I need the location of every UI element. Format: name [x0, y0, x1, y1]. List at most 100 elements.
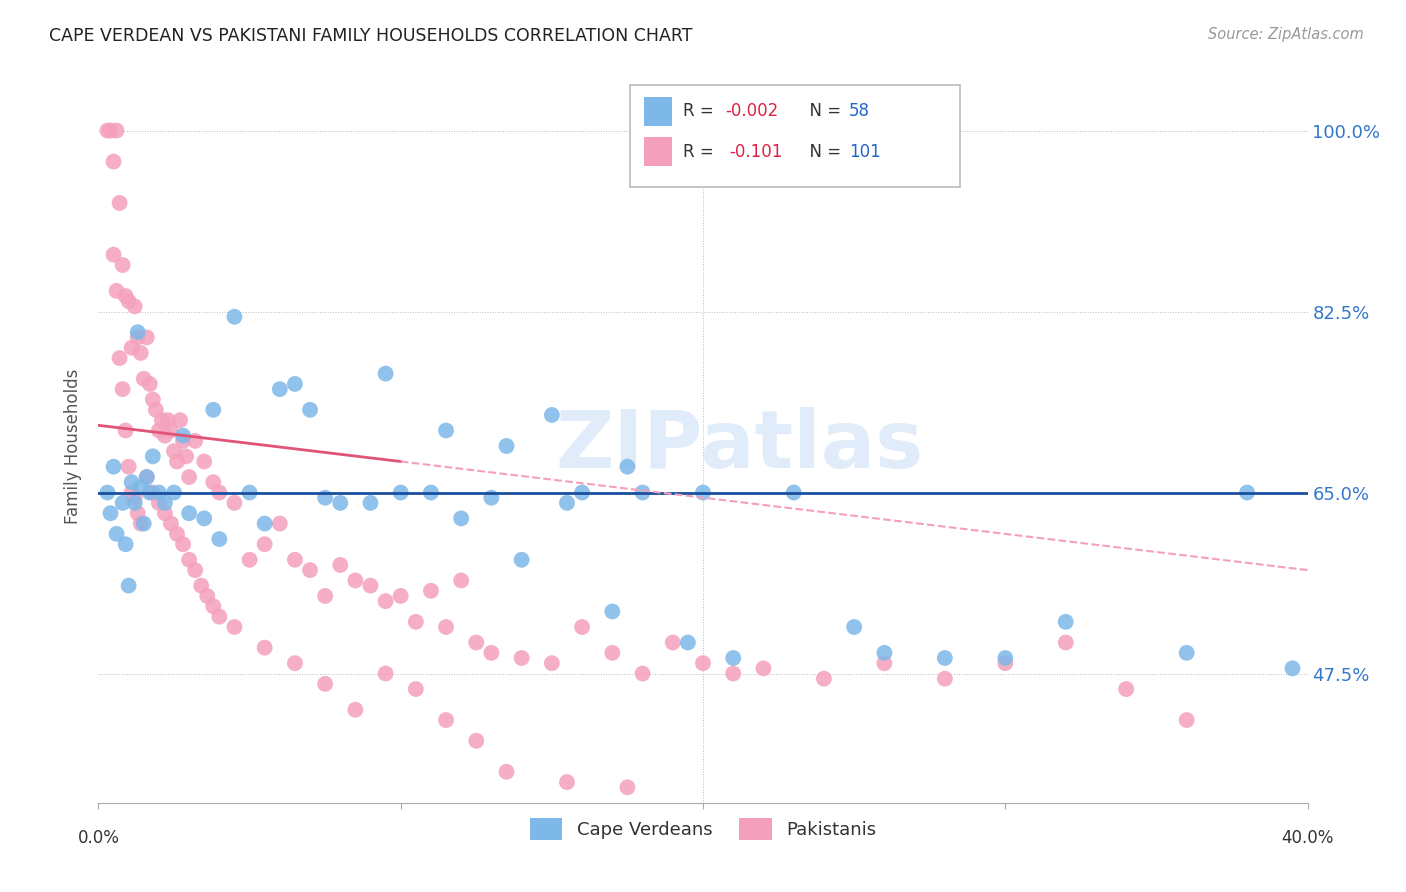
- Point: [208, 609, 231, 624]
- Point: [172, 537, 194, 551]
- Point: [434, 424, 457, 438]
- Point: [142, 392, 165, 407]
- Point: [118, 459, 141, 474]
- Point: [405, 681, 427, 696]
- Point: [195, 589, 218, 603]
- Point: [360, 579, 382, 593]
- Point: [481, 646, 503, 660]
- Point: [239, 485, 262, 500]
- Point: [314, 589, 336, 603]
- Point: [299, 402, 322, 417]
- Point: [160, 424, 183, 438]
- Point: [253, 516, 276, 531]
- Point: [121, 475, 143, 490]
- Point: [434, 620, 457, 634]
- Point: [184, 434, 207, 448]
- Point: [202, 402, 225, 417]
- Text: N =: N =: [799, 103, 846, 120]
- Point: [132, 516, 155, 531]
- Point: [135, 330, 157, 344]
- Point: [124, 299, 146, 313]
- Point: [129, 480, 152, 494]
- Point: [114, 424, 136, 438]
- Point: [1054, 635, 1077, 649]
- Point: [103, 459, 125, 474]
- Point: [224, 496, 246, 510]
- Point: [1115, 681, 1137, 696]
- Point: [111, 382, 134, 396]
- Point: [284, 376, 307, 391]
- Point: [156, 413, 179, 427]
- Point: [284, 656, 307, 670]
- Point: [153, 506, 176, 520]
- Point: [329, 558, 352, 572]
- Point: [510, 651, 533, 665]
- Point: [299, 563, 322, 577]
- Point: [208, 532, 231, 546]
- Point: [329, 496, 352, 510]
- Point: [103, 248, 125, 262]
- Text: 58: 58: [849, 103, 870, 120]
- Point: [571, 620, 593, 634]
- Point: [202, 475, 225, 490]
- Point: [813, 672, 835, 686]
- Point: [314, 677, 336, 691]
- Point: [374, 594, 396, 608]
- Legend: Cape Verdeans, Pakistanis: Cape Verdeans, Pakistanis: [523, 811, 883, 847]
- Point: [602, 605, 624, 619]
- Text: R =: R =: [683, 143, 724, 161]
- Point: [166, 527, 188, 541]
- Point: [179, 553, 201, 567]
- Point: [103, 154, 125, 169]
- Point: [114, 289, 136, 303]
- Point: [481, 491, 503, 505]
- Point: [166, 454, 188, 468]
- Point: [934, 672, 956, 686]
- Text: N =: N =: [799, 143, 846, 161]
- Point: [142, 485, 165, 500]
- Point: [139, 376, 162, 391]
- Point: [108, 351, 131, 365]
- Point: [692, 656, 714, 670]
- Point: [160, 516, 183, 531]
- Point: [752, 661, 775, 675]
- Y-axis label: Family Households: Family Households: [65, 368, 83, 524]
- Point: [108, 196, 131, 211]
- Point: [163, 485, 186, 500]
- Point: [420, 583, 443, 598]
- Point: [253, 537, 276, 551]
- Point: [142, 450, 165, 464]
- Point: [344, 703, 367, 717]
- Point: [179, 506, 201, 520]
- Point: [661, 635, 683, 649]
- Point: [465, 635, 488, 649]
- Point: [405, 615, 427, 629]
- Point: [540, 656, 562, 670]
- Point: [145, 402, 167, 417]
- Point: [1281, 661, 1303, 675]
- Point: [118, 579, 141, 593]
- Point: [202, 599, 225, 614]
- Text: 101: 101: [849, 143, 882, 161]
- Point: [148, 485, 170, 500]
- Text: 0.0%: 0.0%: [77, 829, 120, 847]
- Text: -0.002: -0.002: [725, 103, 779, 120]
- Point: [121, 485, 143, 500]
- Point: [495, 439, 517, 453]
- Point: [193, 454, 215, 468]
- Point: [124, 496, 146, 510]
- Point: [934, 651, 956, 665]
- Point: [163, 444, 186, 458]
- Point: [540, 408, 562, 422]
- Point: [105, 123, 128, 137]
- Text: R =: R =: [683, 103, 720, 120]
- Point: [105, 284, 128, 298]
- Point: [174, 450, 197, 464]
- Point: [239, 553, 262, 567]
- Point: [450, 511, 472, 525]
- Point: [631, 666, 654, 681]
- Point: [184, 563, 207, 577]
- Point: [269, 516, 291, 531]
- Point: [96, 485, 118, 500]
- Point: [374, 367, 396, 381]
